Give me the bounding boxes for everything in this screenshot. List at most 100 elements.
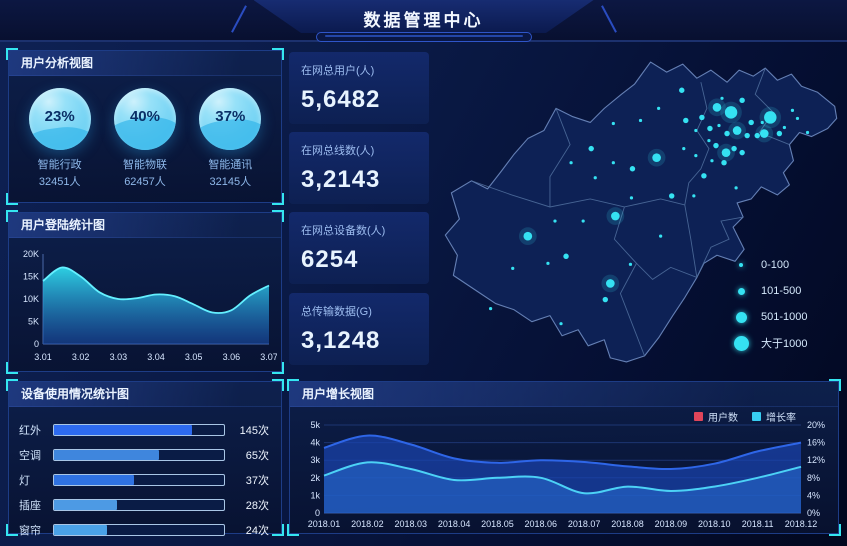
svg-text:5k: 5k bbox=[310, 420, 320, 430]
svg-text:2k: 2k bbox=[310, 473, 320, 483]
bar-track bbox=[53, 448, 225, 461]
svg-text:3.03: 3.03 bbox=[110, 352, 128, 362]
kpi-value: 6254 bbox=[301, 246, 359, 273]
svg-text:3.01: 3.01 bbox=[34, 352, 52, 362]
gauge-percent: 23% bbox=[44, 108, 75, 125]
corner-bracket bbox=[272, 193, 284, 205]
legend-dot-icon bbox=[733, 335, 749, 351]
page-title: 数据管理中心 bbox=[363, 11, 484, 30]
gauge-count: 32145人 bbox=[209, 175, 252, 188]
bar-label: 红外 bbox=[19, 424, 41, 437]
legend-dot-icon bbox=[739, 263, 743, 267]
bar-value: 65次 bbox=[245, 449, 269, 462]
svg-text:2018.06: 2018.06 bbox=[525, 519, 558, 529]
gauge-label: 智能通讯 bbox=[208, 159, 253, 171]
liquid-gauge-group: 23% 智能行政 32451人 40% 智能物联 62457人 37% 智能通讯… bbox=[9, 76, 281, 189]
legend-row: 大于1000 bbox=[733, 330, 808, 356]
legend-dot-box bbox=[733, 311, 749, 323]
bar-track bbox=[53, 473, 225, 486]
bar-fill bbox=[54, 524, 107, 535]
bar-row-curtain: 窗帘 24次 bbox=[19, 519, 269, 540]
svg-text:10K: 10K bbox=[23, 294, 39, 304]
liquid-gauge-circle: 23% bbox=[28, 88, 91, 150]
map-land bbox=[444, 61, 838, 363]
legend-label: 101-500 bbox=[761, 285, 802, 297]
svg-text:2018.04: 2018.04 bbox=[438, 519, 471, 529]
gauge-percent: 37% bbox=[215, 108, 246, 125]
growth-line bbox=[323, 461, 802, 495]
kpi-value: 5,6482 bbox=[301, 86, 381, 113]
bar-row-ac: 空调 65次 bbox=[19, 444, 269, 465]
svg-text:2018.10: 2018.10 bbox=[698, 519, 731, 529]
gauge-wave bbox=[28, 121, 91, 150]
kpi-label: 在网总线数(人) bbox=[301, 145, 375, 157]
legend-label: 增长率 bbox=[766, 413, 796, 424]
legend-label: 0-100 bbox=[761, 259, 790, 271]
legend-row: 0-100 bbox=[733, 252, 808, 278]
region-map: 0-100 101-500 501-1000 大于1000 bbox=[437, 48, 840, 375]
login-area-fill bbox=[43, 267, 269, 344]
bar-fill bbox=[54, 424, 192, 435]
legend-label: 大于1000 bbox=[761, 338, 808, 350]
legend-item-growth-rate[interactable]: 增长率 bbox=[752, 409, 796, 424]
svg-text:2018.05: 2018.05 bbox=[481, 519, 514, 529]
gauge-smart-admin: 23% 智能行政 32451人 bbox=[18, 88, 102, 189]
bar-row-socket: 插座 28次 bbox=[19, 494, 269, 515]
kpi-card-total-devices: 在网总设备数(人) 6254 bbox=[289, 212, 429, 284]
liquid-gauge-circle: 37% bbox=[199, 88, 262, 150]
bar-value: 37次 bbox=[245, 474, 269, 487]
svg-text:2018.09: 2018.09 bbox=[655, 519, 688, 529]
svg-text:4%: 4% bbox=[807, 490, 820, 500]
bar-fill bbox=[54, 474, 134, 485]
panel-title-login-stats: 用户登陆统计图 bbox=[9, 213, 281, 238]
svg-text:2018.02: 2018.02 bbox=[351, 519, 384, 529]
bar-track bbox=[53, 423, 225, 436]
svg-text:2018.03: 2018.03 bbox=[394, 519, 427, 529]
kpi-label: 在网总设备数(人) bbox=[301, 225, 386, 237]
gauge-percent: 40% bbox=[129, 108, 160, 125]
kpi-label: 总传输数据(G) bbox=[301, 306, 372, 318]
legend-dot-box bbox=[733, 287, 749, 295]
liquid-gauge-circle: 40% bbox=[113, 88, 176, 150]
panel-title-user-analysis: 用户分析视图 bbox=[9, 51, 281, 76]
svg-text:5K: 5K bbox=[28, 317, 39, 327]
panel-login-stats: 用户登陆统计图 0 5K 10K 15K 20K 3.01 3.02 3.03 3.04 3.05… bbox=[6, 210, 284, 374]
gauge-count: 62457人 bbox=[124, 175, 166, 188]
legend-item-users[interactable]: 用户数 bbox=[694, 409, 738, 424]
legend-swatch-users bbox=[694, 412, 703, 421]
growth-area-fill bbox=[324, 462, 801, 513]
bar-value: 24次 bbox=[245, 524, 269, 537]
gauge-label: 智能行政 bbox=[37, 159, 82, 171]
gauge-label: 智能物联 bbox=[122, 159, 167, 171]
bar-value: 145次 bbox=[239, 424, 269, 437]
panel-title-user-growth: 用户增长视图 bbox=[290, 382, 838, 407]
growth-chart-legend: 用户数 增长率 bbox=[694, 409, 796, 424]
svg-text:20K: 20K bbox=[23, 249, 39, 259]
bar-label: 灯 bbox=[19, 474, 30, 487]
bar-track bbox=[53, 498, 225, 511]
bar-value: 28次 bbox=[245, 499, 269, 512]
svg-text:3.06: 3.06 bbox=[223, 352, 241, 362]
svg-text:4k: 4k bbox=[310, 438, 320, 448]
bar-fill bbox=[54, 449, 160, 460]
kpi-card-total-users: 在网总用户(人) 5,6482 bbox=[289, 52, 429, 124]
panel-user-analysis: 用户分析视图 23% 智能行政 32451人 40% 智能物联 62457人 3… bbox=[6, 48, 284, 205]
header-underline-decoration bbox=[315, 32, 532, 42]
svg-text:3.05: 3.05 bbox=[185, 352, 203, 362]
svg-text:12%: 12% bbox=[807, 455, 825, 465]
bar-row-light: 灯 37次 bbox=[19, 469, 269, 490]
svg-text:16%: 16% bbox=[807, 438, 825, 448]
svg-text:0: 0 bbox=[315, 508, 320, 518]
login-line bbox=[42, 266, 270, 314]
svg-text:3.04: 3.04 bbox=[147, 352, 165, 362]
svg-text:15K: 15K bbox=[23, 272, 39, 282]
svg-text:20%: 20% bbox=[807, 420, 825, 430]
svg-text:2018.12: 2018.12 bbox=[785, 519, 818, 529]
page-header: 数据管理中心 bbox=[0, 0, 847, 42]
growth-area-chart: 0 0% 1k 4% 2k 8% 3k 12% 4k 16% 5k 20% 2018.01 2018.02… bbox=[308, 420, 825, 529]
map-size-legend: 0-100 101-500 501-1000 大于1000 bbox=[733, 252, 808, 356]
bar-track bbox=[53, 523, 225, 536]
legend-dot-box bbox=[733, 335, 749, 351]
panel-device-usage: 设备使用情况统计图 红外 145次 空调 65次 灯 37次 插座 28次 窗帘… bbox=[6, 379, 284, 537]
bar-row-infrared: 红外 145次 bbox=[19, 419, 269, 440]
